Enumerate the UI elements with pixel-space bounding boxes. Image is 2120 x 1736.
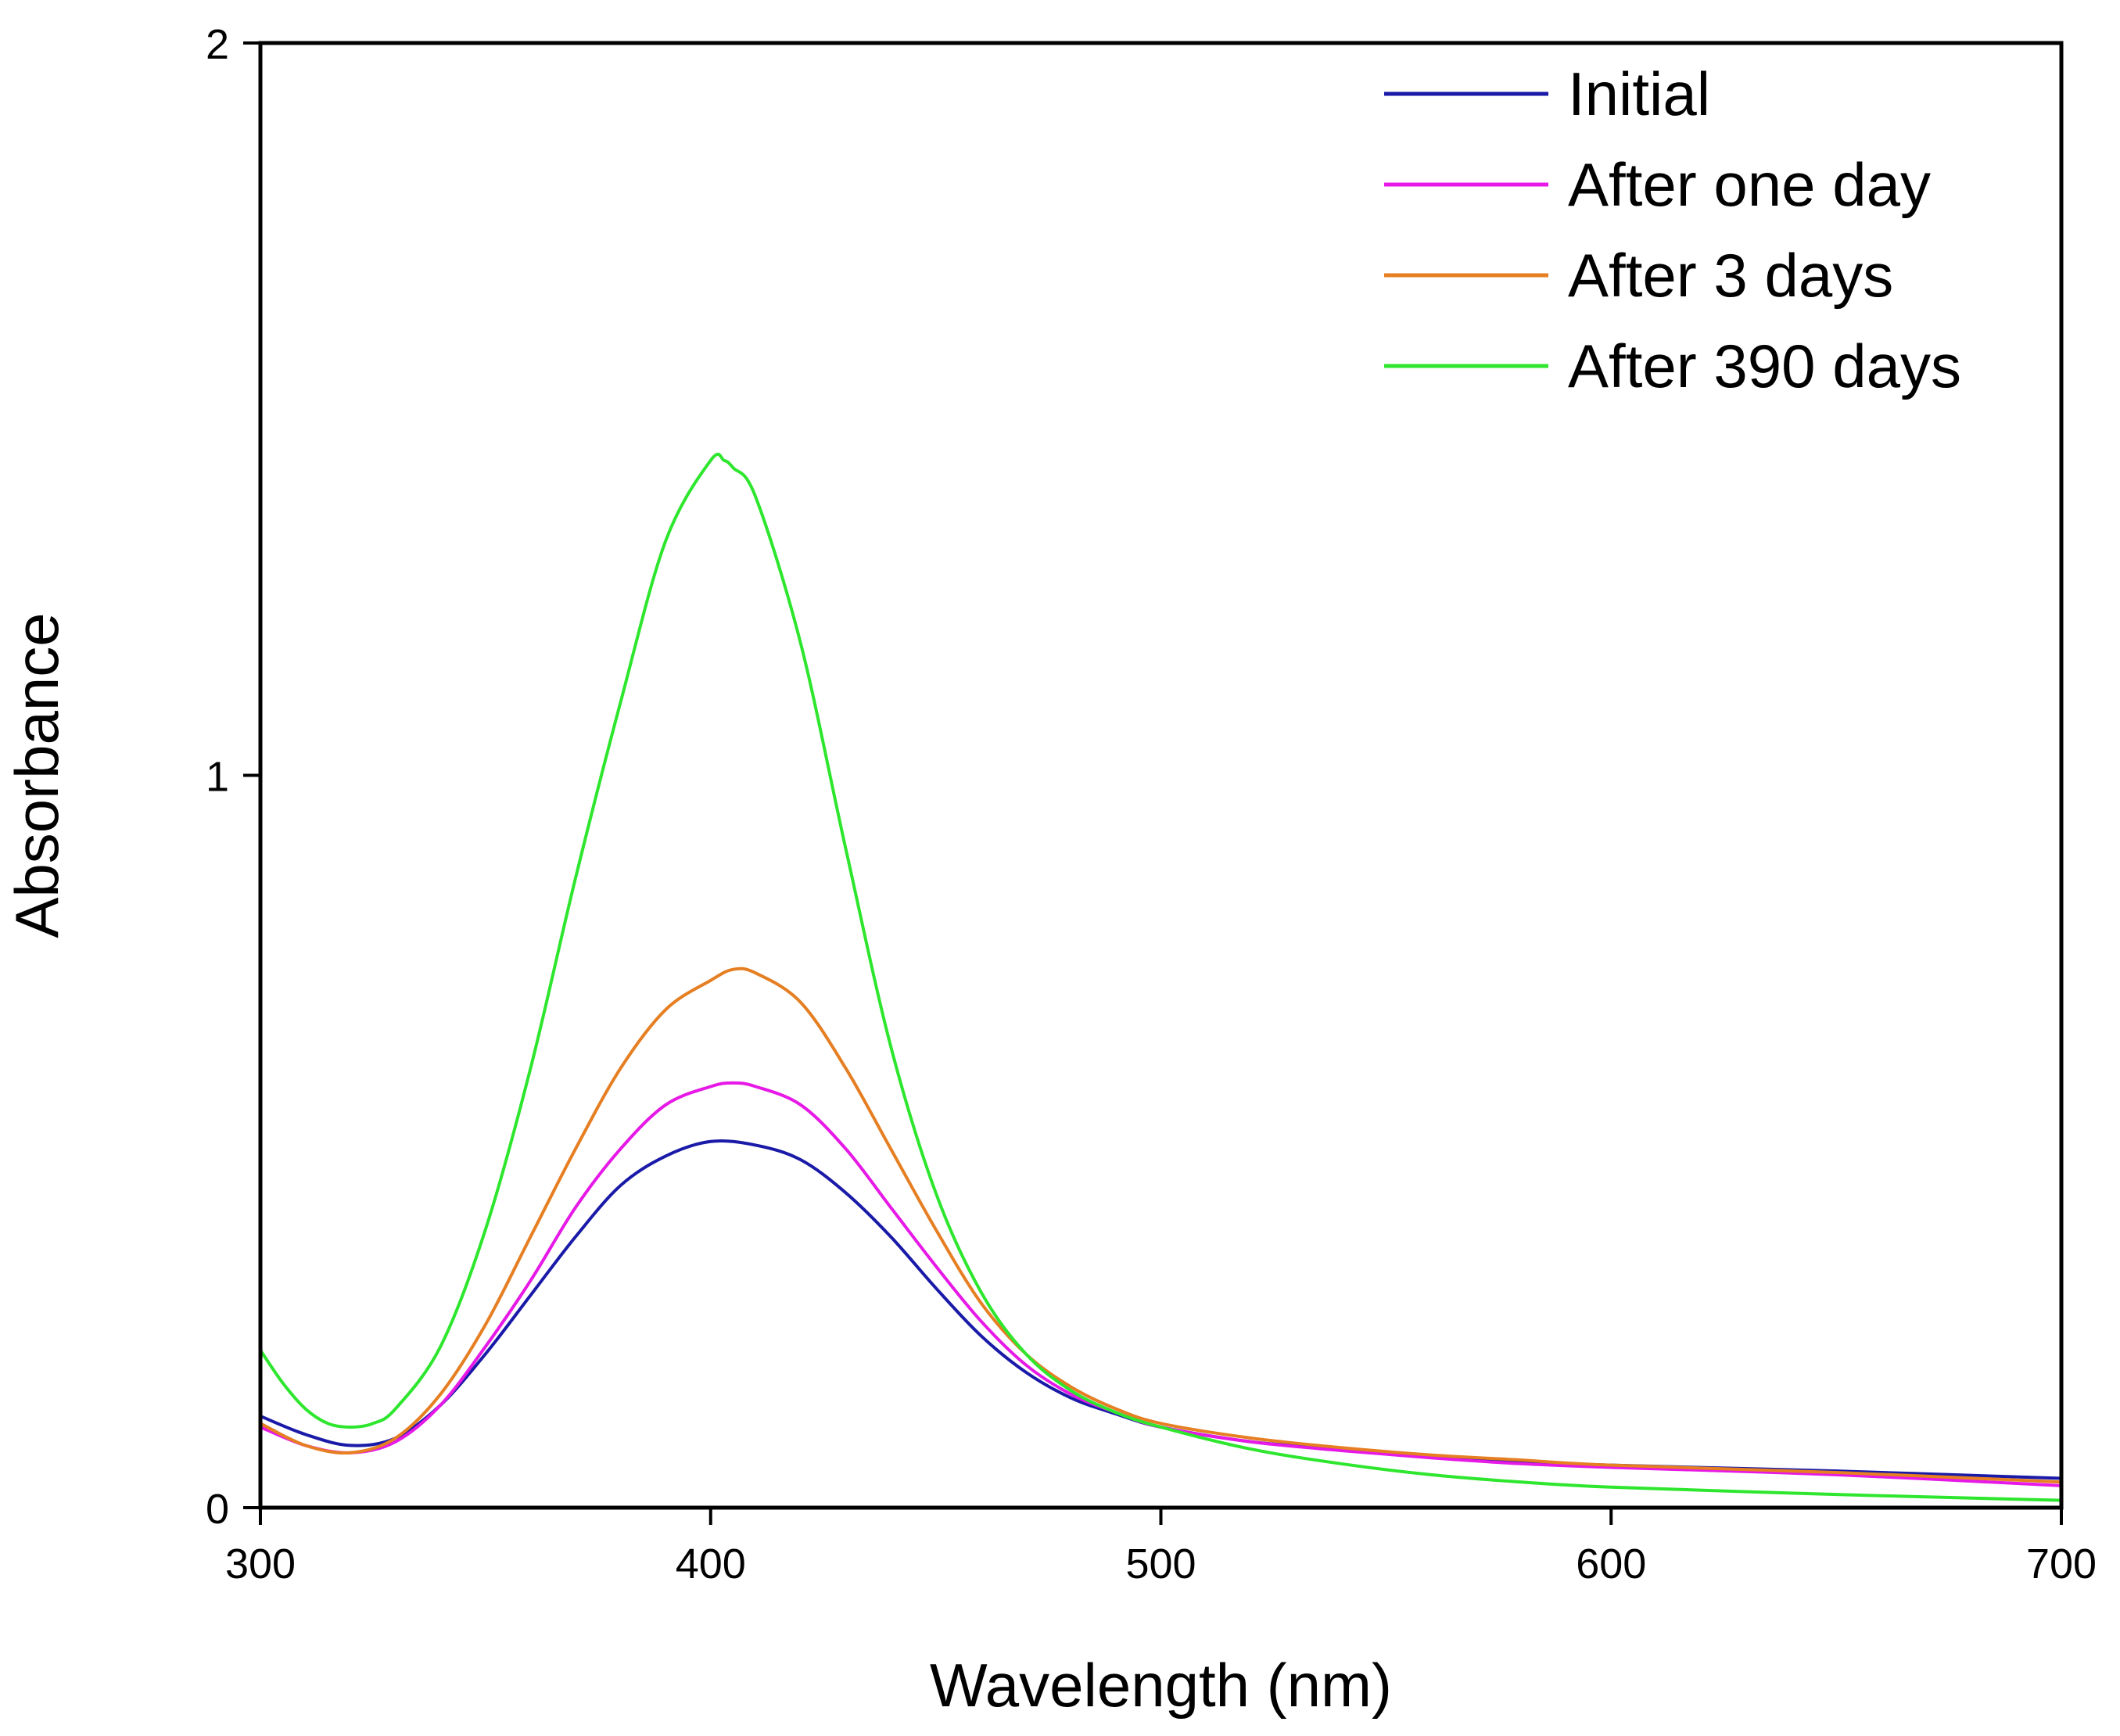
legend-label: Initial	[1568, 59, 1710, 128]
series-line-after-one-day	[260, 1081, 2062, 1487]
x-tick-label: 700	[2026, 1541, 2097, 1587]
x-tick-label: 400	[676, 1541, 746, 1587]
x-tick-label: 600	[1576, 1541, 1646, 1587]
y-tick-label: 0	[206, 1486, 229, 1533]
x-tick-label: 500	[1125, 1541, 1196, 1587]
y-tick-label: 1	[206, 754, 229, 801]
series-line-after-390-days	[259, 452, 2062, 1502]
legend-label: After 3 days	[1568, 241, 1893, 310]
legend-label: After 390 days	[1568, 332, 1961, 400]
x-axis-title: Wavelength (nm)	[930, 1651, 1392, 1720]
x-tick-label: 300	[225, 1541, 296, 1587]
y-axis-title: Absorbance	[2, 612, 71, 938]
legend-label: After one day	[1568, 150, 1931, 219]
series-line-after-3-days	[260, 967, 2062, 1484]
y-tick-label: 2	[206, 21, 229, 68]
